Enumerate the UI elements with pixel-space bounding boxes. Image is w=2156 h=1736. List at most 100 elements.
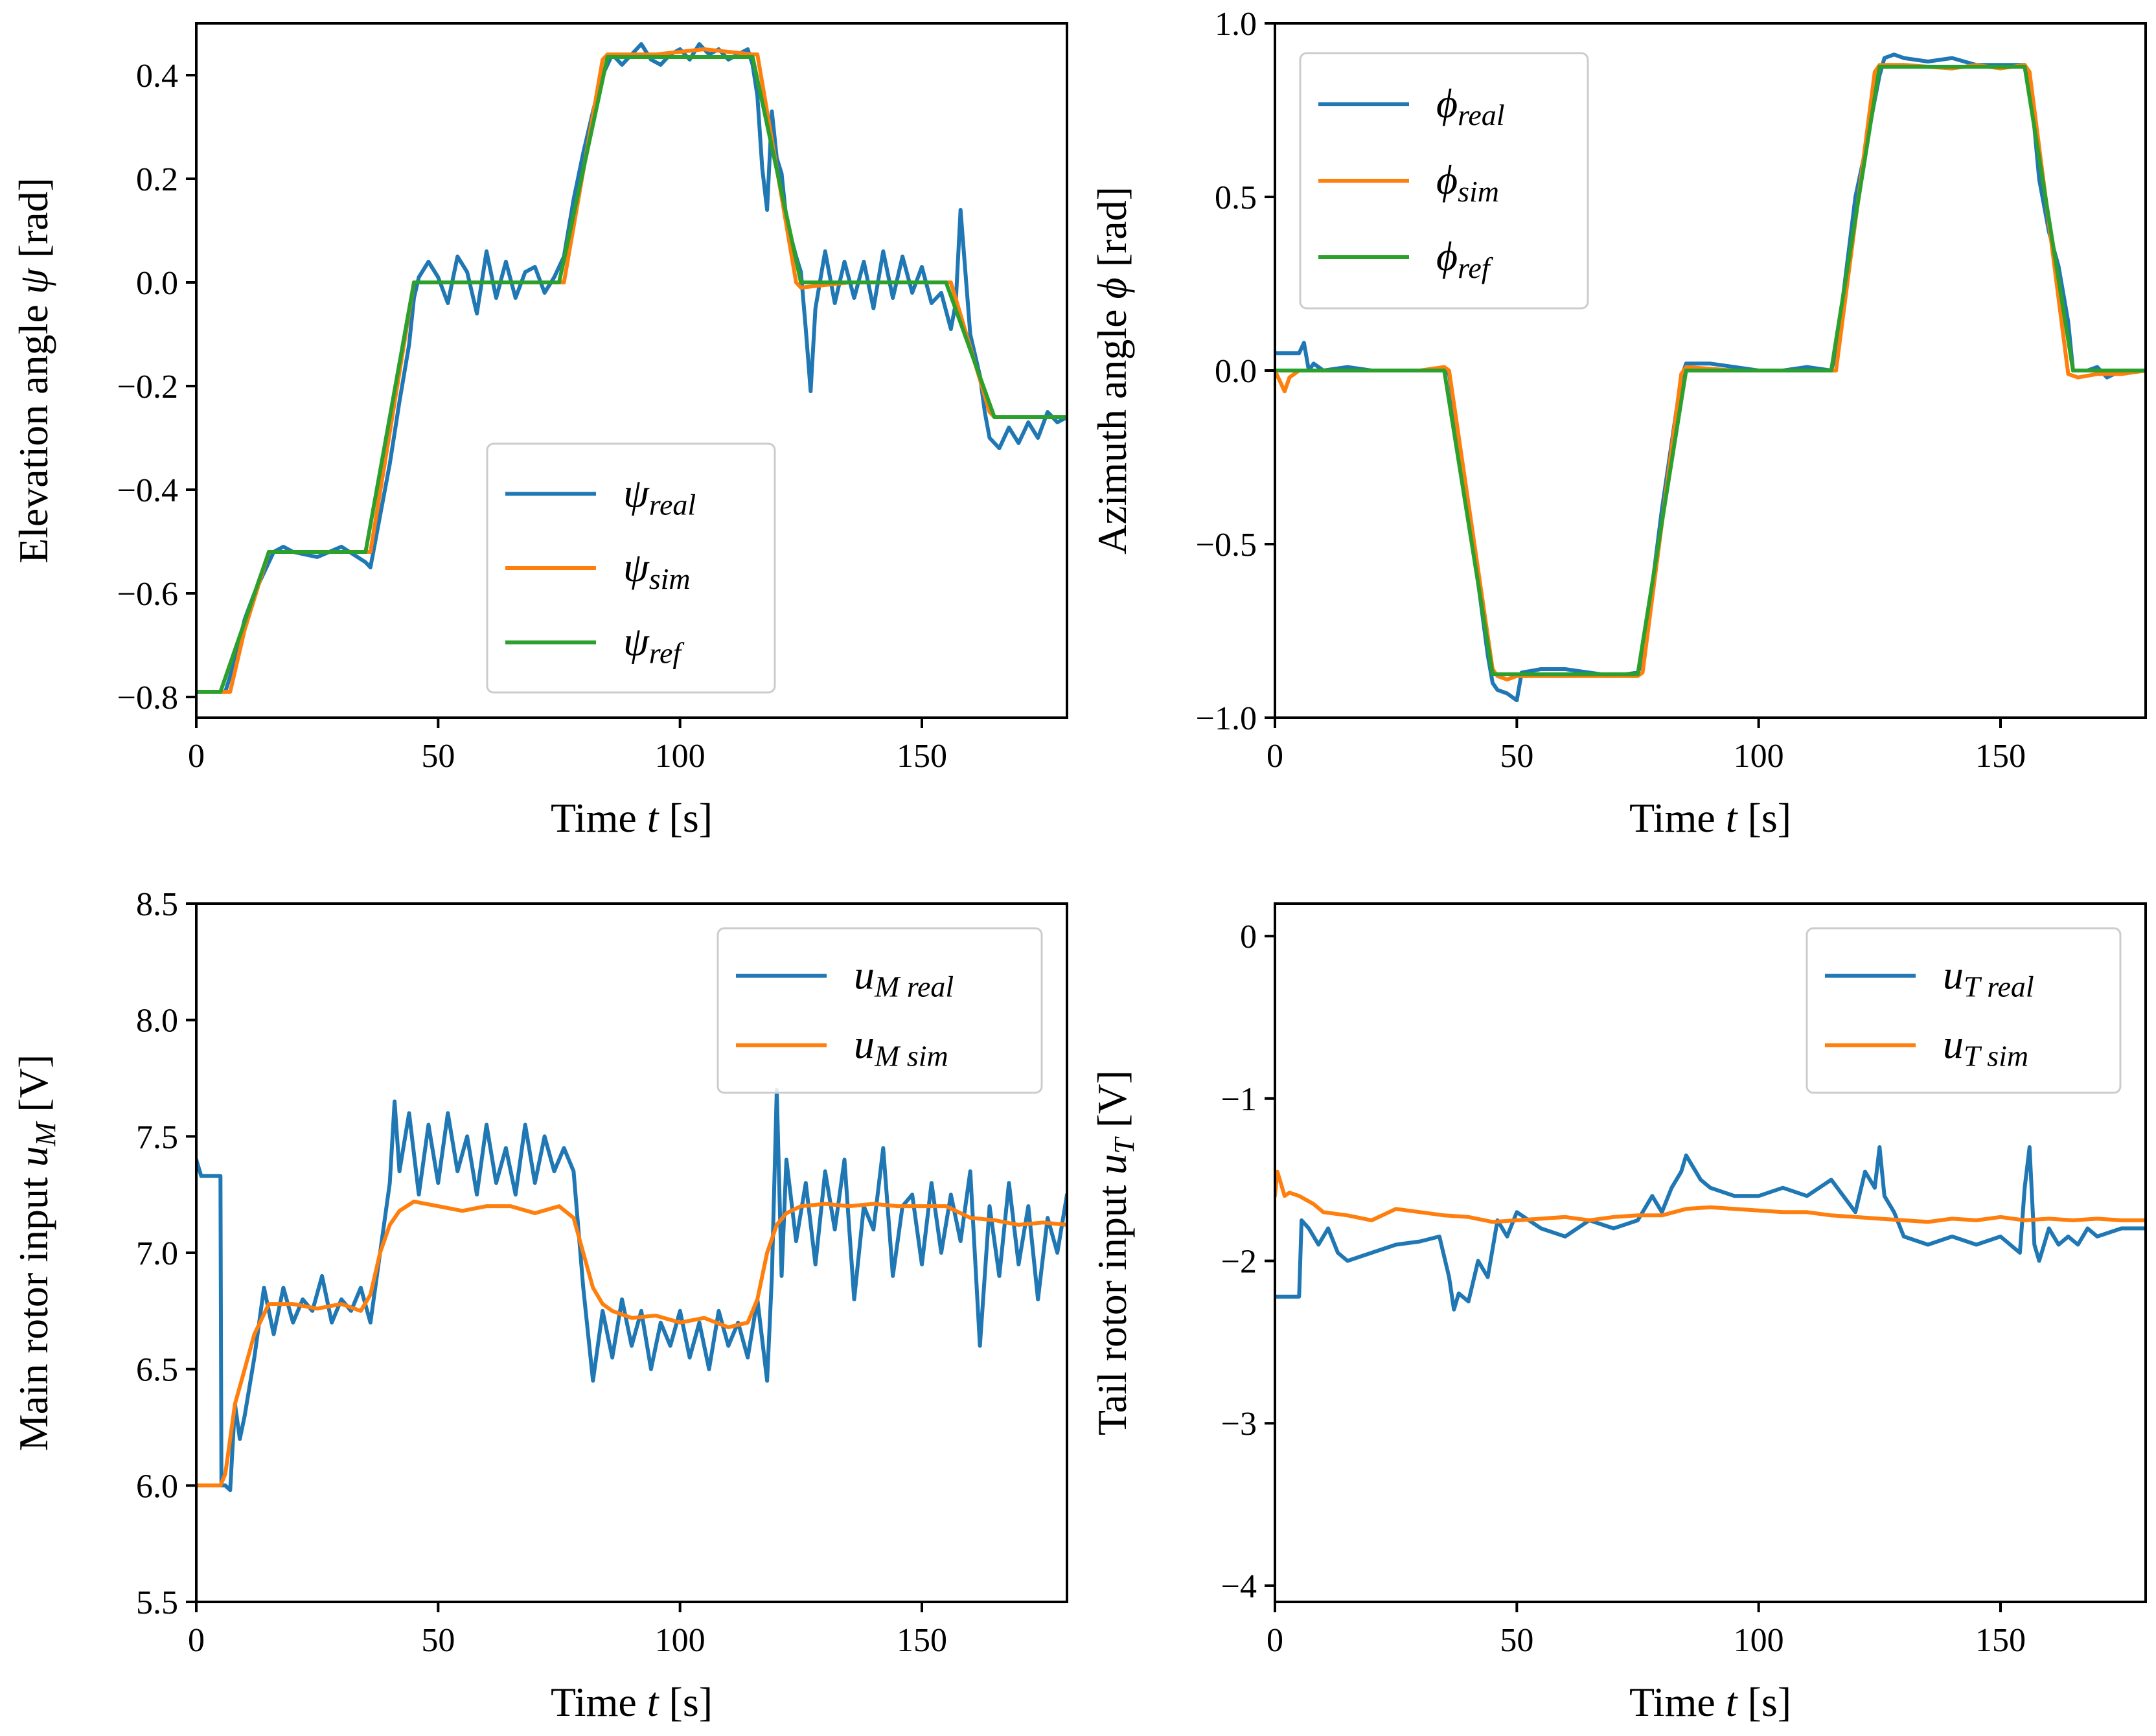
ylabel-text: Elevation angle [10, 294, 56, 564]
legend-frame [486, 442, 776, 694]
legend-subscript: real [1458, 98, 1504, 131]
elevation-series-group [196, 42, 1067, 694]
legend-symbol: ψ [623, 470, 650, 516]
xlabel-unit: [s] [1737, 1679, 1792, 1725]
tail-rotor-xtick-label: 0 [1267, 1622, 1283, 1659]
elevation-ytick-label: −0.4 [117, 472, 178, 509]
azimuth-ytick-label: −0.5 [1196, 527, 1257, 564]
xlabel-text: Time [1629, 795, 1726, 841]
psi_real-legend-label: ψreal [623, 470, 696, 521]
elevation-ytick-label: 0.2 [136, 161, 178, 198]
azimuth-series-group [1275, 52, 2146, 703]
azimuth-ylabel: Azimuth angle ϕ [rad] [1089, 187, 1135, 554]
elevation-ytick-label: −0.8 [117, 680, 178, 716]
legend-frame [1806, 927, 2122, 1094]
xlabel-variable: t [1726, 1679, 1739, 1725]
xlabel-unit: [s] [659, 1679, 713, 1725]
ylabel-variable: ψ [10, 268, 56, 294]
main-rotor-series-group [196, 1088, 1067, 1492]
legend-symbol: ϕ [1436, 157, 1458, 203]
main-rotor-panel: 0 50 100 150 5.5 6.0 6.5 7.0 7.5 8.0 8.5 Time t [s]… [10, 886, 1068, 1725]
tail-rotor-series-group [1275, 1145, 2146, 1312]
xlabel-text: Time [551, 795, 647, 841]
psi_ref-legend-label: ψref [623, 619, 685, 670]
azimuth-ytick-label: −1.0 [1196, 700, 1257, 737]
azimuth-ytick-label: 1.0 [1215, 6, 1257, 43]
elevation-xtick-label: 100 [655, 738, 705, 775]
tail-rotor-ytick-label: −4 [1221, 1568, 1257, 1605]
uT_sim-legend-label: uT sim [1943, 1022, 2028, 1073]
uT_sim-line [1275, 1169, 2146, 1224]
elevation-ylabel: Elevation angle ψ [rad] [10, 177, 56, 564]
main-rotor-ytick-label: 6.0 [136, 1468, 178, 1505]
tail-rotor-xtick-label: 150 [1975, 1622, 2026, 1659]
xlabel-variable: t [647, 1679, 660, 1725]
ylabel-text: Tail rotor input [1089, 1174, 1135, 1435]
legend-symbol: ψ [623, 619, 650, 665]
elevation-xtick-label: 50 [421, 738, 455, 775]
azimuth-ytick-label: 0.0 [1215, 353, 1257, 390]
main-rotor-ytick-label: 7.5 [136, 1119, 178, 1156]
legend-subscript: real [649, 488, 696, 521]
xlabel-unit: [s] [659, 795, 713, 841]
uT_real-line [1275, 1145, 2146, 1312]
ylabel-unit: [V] [1089, 1070, 1135, 1138]
xlabel-variable: t [647, 795, 660, 841]
legend-symbol: ϕ [1436, 80, 1458, 126]
legend-subscript: sim [1458, 175, 1499, 208]
azimuth-xtick-label: 0 [1267, 738, 1283, 775]
tail-rotor-ytick-label: −3 [1221, 1406, 1257, 1443]
tail-rotor-xtick-label: 100 [1734, 1622, 1784, 1659]
tail-rotor-ytick-label: −2 [1221, 1244, 1257, 1281]
tail-rotor-axes-frame [1274, 902, 2147, 1603]
phi_ref-line [1275, 65, 2146, 676]
azimuth-xtick-label: 100 [1734, 738, 1784, 775]
legend-symbol: ψ [623, 544, 650, 590]
xlabel-text: Time [551, 1679, 647, 1725]
ylabel-subscript: T [1108, 1136, 1140, 1154]
tail-rotor-xtick-label: 50 [1500, 1622, 1533, 1659]
elevation-xlabel: Time t [s] [551, 795, 713, 841]
legend-symbol: u [1943, 952, 1964, 998]
psi_ref-line [196, 55, 1067, 694]
xlabel-unit: [s] [1737, 795, 1792, 841]
elevation-ytick-label: 0.0 [136, 265, 178, 302]
uT_real-legend-label: uT real [1943, 952, 2034, 1003]
psi_sim-legend-label: ψsim [623, 544, 691, 595]
legend-subscript: ref [649, 637, 685, 670]
legend-symbol: ϕ [1436, 233, 1458, 279]
ylabel-text: Main rotor input [10, 1167, 56, 1451]
elevation-xtick-label: 0 [188, 738, 205, 775]
main-rotor-ytick-label: 5.5 [136, 1584, 178, 1621]
main-rotor-ytick-label: 6.5 [136, 1352, 178, 1389]
legend-subscript: sim [649, 562, 691, 595]
main-rotor-xtick-label: 150 [897, 1622, 947, 1659]
ylabel-variable: u [1089, 1154, 1135, 1174]
legend-subscript: M real [874, 970, 954, 1003]
elevation-ytick-label: −0.2 [117, 369, 178, 405]
main-rotor-ylabel: Main rotor input uM [V] [10, 1055, 62, 1452]
main-rotor-xtick-label: 100 [655, 1622, 705, 1659]
azimuth-ytick-label: 0.5 [1215, 179, 1257, 216]
ylabel-unit: [rad] [10, 177, 56, 268]
main-rotor-xtick-label: 50 [421, 1622, 455, 1659]
elevation-axes-frame [195, 22, 1068, 719]
legend-subscript: T real [1964, 970, 2034, 1003]
tail-rotor-panel: 0 50 100 150 −4 −3 −2 −1 0 Time t [s] Tail rotor i… [1089, 902, 2147, 1725]
elevation-ytick-label: −0.6 [117, 576, 178, 613]
ylabel-variable: ϕ [1089, 277, 1135, 299]
tail-rotor-ylabel: Tail rotor input uT [V] [1089, 1070, 1140, 1435]
legend-frame [1299, 52, 1589, 310]
azimuth-panel: 0 50 100 150 −1.0 −0.5 0.0 0.5 1.0 Time t [s] Azim… [1089, 6, 2147, 841]
legend-subscript: T sim [1964, 1040, 2028, 1073]
main-rotor-xlabel: Time t [s] [551, 1679, 713, 1725]
tail-rotor-ytick-label: −1 [1221, 1081, 1257, 1118]
main-rotor-ytick-label: 8.5 [136, 886, 178, 923]
main-rotor-ytick-label: 8.0 [136, 1003, 178, 1040]
tail-rotor-ytick-label: 0 [1240, 919, 1257, 955]
